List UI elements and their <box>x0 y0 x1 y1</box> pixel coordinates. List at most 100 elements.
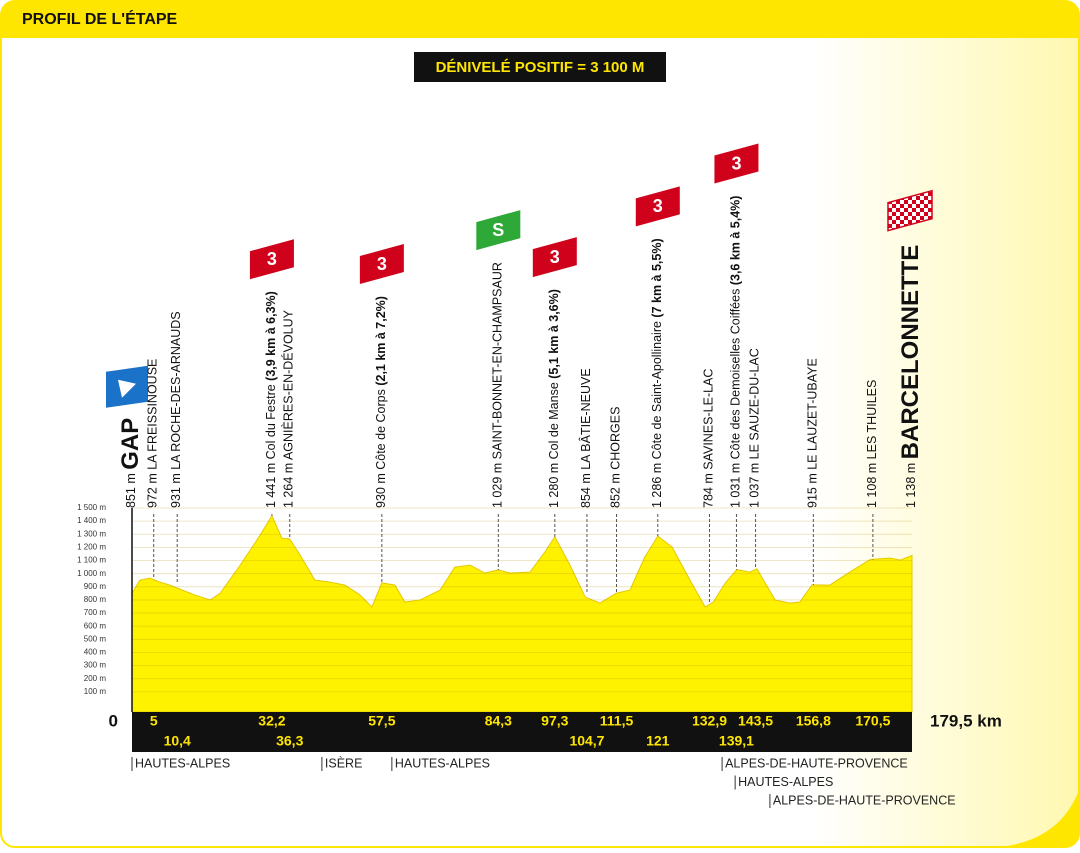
waypoint-label: 854 m LA BÂTIE-NEUVE <box>578 368 593 508</box>
waypoint-altitude: 852 m <box>609 473 623 508</box>
climb-icon <box>476 210 521 251</box>
km-label: 111,5 <box>600 713 634 729</box>
subtitle: DÉNIVELÉ POSITIF = 3 100 M <box>436 59 645 76</box>
climb-icon <box>249 239 294 280</box>
waypoint-name: LE LAUZET-UBAYE <box>806 358 820 470</box>
y-tick-label: 1 000 m <box>77 569 106 578</box>
y-tick-label: 900 m <box>84 582 107 591</box>
waypoint-name: LE SAUZE-DU-LAC <box>748 348 762 459</box>
climb-icon <box>714 143 759 184</box>
km-label: 139,1 <box>719 733 754 749</box>
waypoint-altitude: 851 m <box>124 473 138 508</box>
subtitle-box <box>414 52 666 82</box>
region-name: ISÈRE <box>325 755 363 770</box>
waypoint-altitude: 784 m <box>702 473 716 508</box>
waypoint-name: AGNIÈRES-EN-DÉVOLUY <box>281 309 296 460</box>
y-tick-label: 300 m <box>84 661 107 670</box>
y-tick-label: 1 500 m <box>77 503 106 512</box>
climb-category: S <box>492 220 504 240</box>
y-tick-label: 1 300 m <box>77 529 106 538</box>
y-tick-label: 500 m <box>84 634 107 643</box>
km-label: 132,9 <box>692 713 727 729</box>
waypoint-label: 1 037 m LE SAUZE-DU-LAC <box>748 348 762 508</box>
y-tick-label: 1 200 m <box>77 543 106 552</box>
waypoint-label: 930 m Côte de Corps (2,1 km à 7,2%) <box>374 296 388 508</box>
climb-icon <box>635 186 680 227</box>
waypoint-label: 1 264 m AGNIÈRES-EN-DÉVOLUY <box>281 309 296 508</box>
waypoint-name: Côte des Demoiselles Coiffées <box>729 289 743 460</box>
region-name: HAUTES-ALPES <box>135 756 230 770</box>
distance-bar <box>132 712 912 752</box>
waypoint-altitude: 915 m <box>806 473 820 508</box>
waypoint-label: 1 138 m BARCELONNETTE <box>897 245 924 508</box>
y-tick-label: 100 m <box>84 687 107 696</box>
km-label: 10,4 <box>164 733 191 749</box>
y-tick-label: 1 400 m <box>77 516 106 525</box>
waypoint-altitude: 972 m <box>146 473 160 508</box>
waypoint-name: SAINT-BONNET-EN-CHAMPSAUR <box>491 262 505 459</box>
waypoint-name: LA FREISSINOUSE <box>146 359 160 470</box>
km-label: 170,5 <box>855 713 890 729</box>
waypoint-label: 1 286 m Côte de Saint-Apollinaire (7 km … <box>650 238 664 508</box>
waypoint-name: LA ROCHE-DES-ARNAUDS <box>169 311 183 469</box>
waypoint-label: 1 031 m Côte des Demoiselles Coiffées (3… <box>729 196 743 508</box>
waypoint-altitude: 1 031 m <box>729 463 743 508</box>
header-bar <box>1 1 1079 38</box>
y-tick-label: 700 m <box>84 608 107 617</box>
finish-icon <box>887 189 933 232</box>
x-tick-label: 0 <box>109 711 118 730</box>
waypoint-name: Col de Manse <box>547 382 561 459</box>
climb-detail: (3,6 km à 5,4%) <box>729 196 743 286</box>
km-label: 121 <box>646 733 670 749</box>
waypoint-label: 852 m CHORGES <box>609 407 623 508</box>
waypoint-altitude: 1 029 m <box>491 463 505 508</box>
x-tick-label: 179,5 km <box>930 711 1002 730</box>
climb-icon <box>532 237 577 278</box>
y-tick-label: 400 m <box>84 648 107 657</box>
waypoint-name: CHORGES <box>609 407 623 470</box>
start-arrow <box>118 379 136 398</box>
waypoint-label: 851 m GAP <box>117 418 144 508</box>
waypoint-label: 1 441 m Col du Festre (3,9 km à 6,3%) <box>264 291 278 508</box>
waypoint-altitude: 1 286 m <box>650 463 664 508</box>
waypoint-name: LES THUILES <box>865 380 879 460</box>
waypoint-name: Col du Festre <box>264 384 278 459</box>
chart-title: PROFIL DE L'ÉTAPE <box>22 9 178 28</box>
waypoint-altitude: 1 138 m <box>904 463 918 508</box>
km-label: 97,3 <box>541 713 568 729</box>
climb-category: 3 <box>377 254 387 274</box>
climb-category: 3 <box>653 196 663 216</box>
waypoint-label: 915 m LE LAUZET-UBAYE <box>806 358 820 508</box>
km-label: 5 <box>150 713 158 729</box>
region-name: HAUTES-ALPES <box>395 756 490 770</box>
waypoint-name: SAVINES-LE-LAC <box>702 369 716 470</box>
km-label: 104,7 <box>569 733 604 749</box>
km-label: 156,8 <box>796 713 831 729</box>
km-label: 57,5 <box>368 713 395 729</box>
waypoint-altitude: 854 m <box>579 473 593 508</box>
waypoint-label: 1 029 m SAINT-BONNET-EN-CHAMPSAUR <box>491 262 505 508</box>
climb-icon <box>359 244 404 285</box>
climb-category: 3 <box>550 247 560 267</box>
region-name: ALPES-DE-HAUTE-PROVENCE <box>773 793 956 807</box>
km-label: 84,3 <box>485 713 512 729</box>
waypoint-name: GAP <box>117 418 144 470</box>
waypoint-altitude: 1 441 m <box>264 463 278 508</box>
waypoint-name: LA BÂTIE-NEUVE <box>578 368 593 469</box>
waypoint-label: 1 108 m LES THUILES <box>865 380 879 508</box>
waypoint-altitude: 931 m <box>169 473 183 508</box>
corner-accent <box>1000 790 1079 847</box>
climb-category: 3 <box>267 249 277 269</box>
waypoint-label: 784 m SAVINES-LE-LAC <box>702 369 716 508</box>
km-label: 32,2 <box>258 713 285 729</box>
waypoint-name: Côte de Corps <box>374 389 388 470</box>
region-name: ALPES-DE-HAUTE-PROVENCE <box>725 756 908 770</box>
climb-category: 3 <box>731 153 741 173</box>
region-name: HAUTES-ALPES <box>738 775 833 789</box>
climb-detail: (5,1 km à 3,6%) <box>547 289 561 379</box>
waypoint-label: 931 m LA ROCHE-DES-ARNAUDS <box>169 311 183 508</box>
waypoint-name: BARCELONNETTE <box>897 245 924 460</box>
climb-detail: (7 km à 5,5%) <box>650 238 664 317</box>
waypoint-altitude: 1 108 m <box>865 463 879 508</box>
